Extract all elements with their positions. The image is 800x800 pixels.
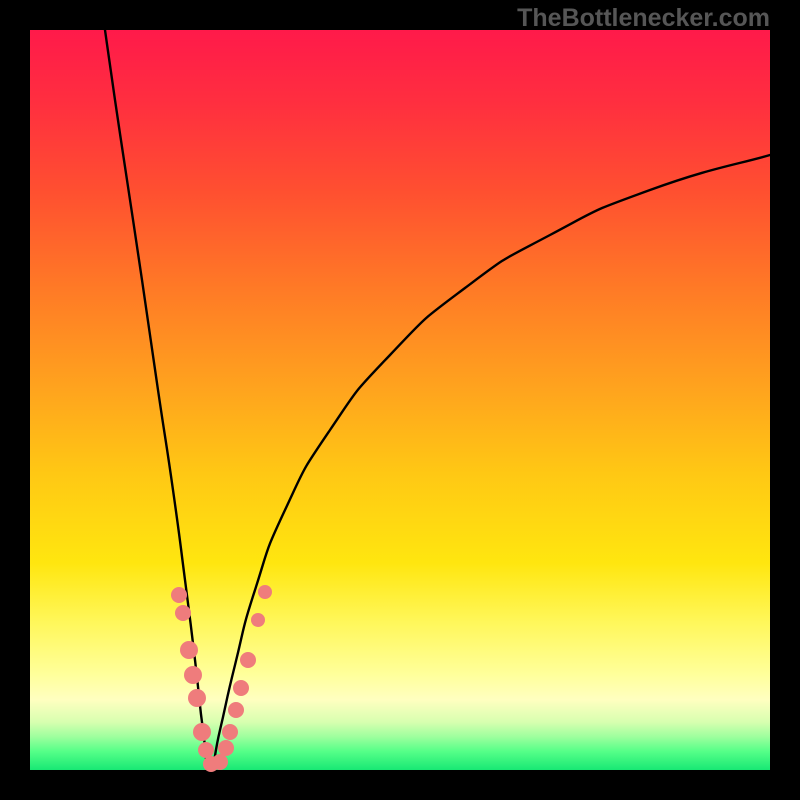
data-marker: [228, 702, 244, 718]
data-marker: [222, 724, 238, 740]
data-marker: [180, 641, 198, 659]
data-marker: [212, 754, 228, 770]
data-marker: [198, 742, 214, 758]
data-marker: [251, 613, 265, 627]
data-marker: [233, 680, 249, 696]
data-marker: [240, 652, 256, 668]
bottleneck-chart: [0, 0, 800, 800]
plot-background: [30, 30, 770, 770]
data-marker: [258, 585, 272, 599]
watermark-text: TheBottlenecker.com: [517, 4, 770, 33]
data-marker: [171, 587, 187, 603]
data-marker: [188, 689, 206, 707]
data-marker: [184, 666, 202, 684]
data-marker: [175, 605, 191, 621]
data-marker: [218, 740, 234, 756]
data-marker: [193, 723, 211, 741]
